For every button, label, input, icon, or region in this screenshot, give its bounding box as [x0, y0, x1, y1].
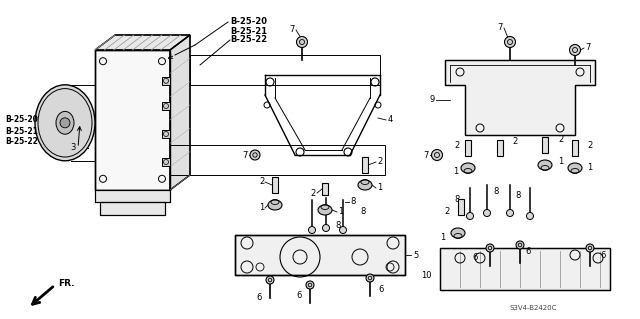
- Ellipse shape: [318, 205, 332, 215]
- Bar: [235, 235, 405, 275]
- Bar: [162, 102, 170, 110]
- Text: 1: 1: [377, 183, 382, 192]
- Bar: [95, 50, 170, 190]
- Text: 8: 8: [350, 197, 355, 206]
- Text: B-25-20: B-25-20: [230, 18, 267, 26]
- Text: 1: 1: [259, 204, 264, 212]
- Text: 2: 2: [260, 177, 265, 187]
- Ellipse shape: [268, 200, 282, 210]
- Text: B-25-22: B-25-22: [5, 137, 38, 146]
- Bar: [465, 140, 471, 156]
- Circle shape: [308, 226, 316, 234]
- Text: B-25-22: B-25-22: [230, 35, 267, 44]
- Text: 8: 8: [454, 196, 460, 204]
- Bar: [440, 248, 610, 290]
- Ellipse shape: [568, 163, 582, 173]
- Text: 2: 2: [512, 137, 517, 146]
- Text: 8: 8: [515, 191, 520, 201]
- Ellipse shape: [451, 228, 465, 238]
- Circle shape: [483, 210, 490, 217]
- Circle shape: [527, 212, 534, 219]
- Circle shape: [323, 225, 330, 232]
- Polygon shape: [95, 35, 190, 50]
- Circle shape: [266, 276, 274, 284]
- Circle shape: [366, 274, 374, 282]
- Polygon shape: [170, 35, 190, 190]
- Text: 6: 6: [378, 286, 383, 294]
- Text: 5: 5: [413, 250, 419, 259]
- Text: 3: 3: [70, 144, 76, 152]
- Text: 8: 8: [493, 188, 499, 197]
- Bar: [272, 177, 278, 193]
- Text: S3V4-B2420C: S3V4-B2420C: [510, 305, 557, 311]
- Bar: [440, 248, 610, 290]
- Text: 7: 7: [498, 24, 503, 33]
- Circle shape: [306, 281, 314, 289]
- Text: 1: 1: [440, 233, 445, 241]
- Text: 2: 2: [455, 140, 460, 150]
- Ellipse shape: [35, 85, 95, 161]
- Bar: [235, 235, 405, 275]
- Circle shape: [516, 241, 524, 249]
- Circle shape: [506, 210, 513, 217]
- Circle shape: [467, 212, 474, 219]
- Text: 4: 4: [388, 115, 393, 124]
- Bar: [322, 183, 328, 195]
- Bar: [362, 157, 368, 173]
- Text: 6: 6: [296, 291, 301, 300]
- Bar: [162, 130, 170, 138]
- Circle shape: [296, 36, 307, 48]
- Ellipse shape: [56, 111, 74, 134]
- Ellipse shape: [358, 180, 372, 190]
- Circle shape: [431, 150, 442, 160]
- Circle shape: [339, 226, 346, 234]
- Polygon shape: [100, 202, 165, 215]
- Bar: [497, 140, 503, 156]
- Bar: [458, 199, 464, 215]
- Text: 2: 2: [445, 207, 450, 217]
- Circle shape: [250, 150, 260, 160]
- Polygon shape: [95, 190, 170, 202]
- Bar: [162, 158, 170, 166]
- Circle shape: [486, 244, 494, 252]
- Text: 9: 9: [429, 95, 435, 105]
- Text: 6: 6: [472, 254, 478, 263]
- Text: B-25-21: B-25-21: [5, 127, 38, 136]
- Text: 1: 1: [558, 158, 563, 167]
- Text: 7: 7: [585, 43, 590, 53]
- Text: 1: 1: [338, 207, 343, 217]
- Text: 2: 2: [377, 158, 382, 167]
- Text: 2: 2: [587, 140, 592, 150]
- Text: 7: 7: [243, 151, 248, 160]
- Bar: [162, 77, 170, 85]
- Text: 8: 8: [335, 220, 340, 229]
- Text: 1: 1: [452, 167, 458, 176]
- Bar: [572, 140, 578, 156]
- Circle shape: [570, 44, 580, 56]
- Text: 8: 8: [360, 207, 365, 217]
- Circle shape: [586, 244, 594, 252]
- Circle shape: [60, 118, 70, 128]
- Circle shape: [504, 36, 515, 48]
- Text: 6: 6: [600, 250, 605, 259]
- Text: 6: 6: [525, 248, 531, 256]
- Text: B-25-21: B-25-21: [230, 26, 267, 35]
- Text: 2: 2: [558, 136, 563, 145]
- Ellipse shape: [461, 163, 475, 173]
- Text: B-25-20: B-25-20: [5, 115, 38, 124]
- Text: 7: 7: [290, 26, 295, 34]
- Text: 7: 7: [424, 151, 429, 160]
- Bar: [542, 137, 548, 153]
- Polygon shape: [445, 60, 595, 135]
- Text: 2: 2: [311, 189, 316, 197]
- Ellipse shape: [538, 160, 552, 170]
- Text: FR.: FR.: [58, 278, 74, 287]
- Bar: [95, 50, 170, 190]
- Text: 1: 1: [587, 164, 592, 173]
- Text: 6: 6: [256, 293, 261, 302]
- Text: 10: 10: [422, 271, 432, 279]
